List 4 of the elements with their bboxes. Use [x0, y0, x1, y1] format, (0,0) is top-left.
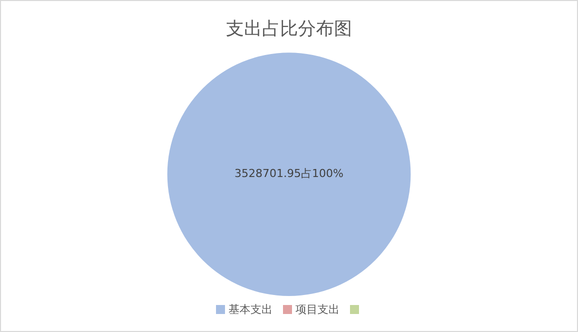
chart-title: 支出占比分布图 [226, 18, 352, 40]
legend-label: 基本支出 [228, 302, 272, 317]
legend-label: 项目支出 [296, 302, 340, 317]
data-label: 3528701.95占100% [234, 167, 344, 180]
